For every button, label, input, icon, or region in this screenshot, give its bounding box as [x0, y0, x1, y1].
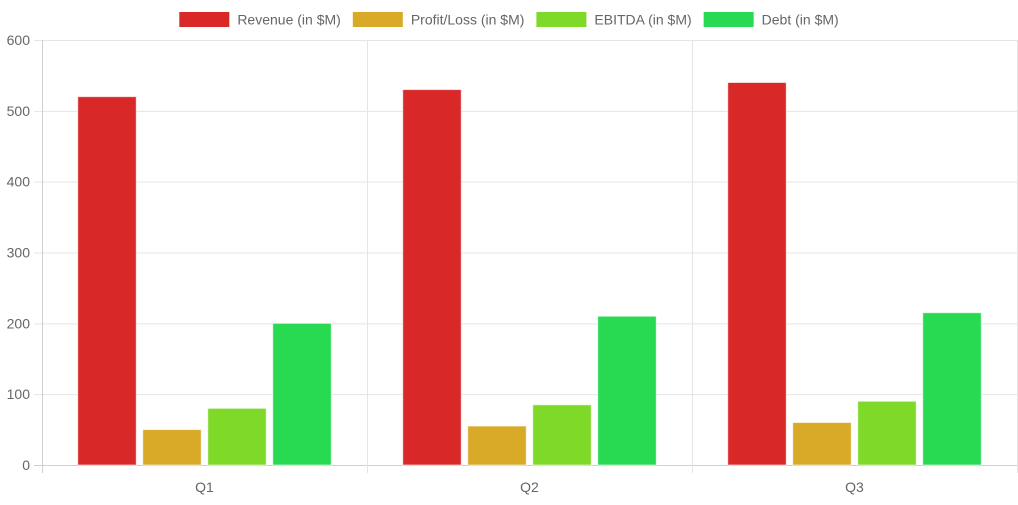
bar[interactable]: [143, 430, 202, 465]
bar[interactable]: [533, 405, 592, 465]
x-tick-label: Q2: [520, 479, 539, 495]
bar[interactable]: [273, 323, 332, 465]
y-tick-label: 300: [7, 245, 31, 261]
legend-label: Revenue (in $M): [237, 12, 341, 28]
bar[interactable]: [208, 408, 267, 465]
legend-swatch: [353, 12, 403, 27]
legend-item[interactable]: Revenue (in $M): [179, 12, 341, 28]
bar[interactable]: [78, 97, 137, 465]
legend-label: EBITDA (in $M): [594, 12, 691, 28]
legend-item[interactable]: Profit/Loss (in $M): [353, 12, 525, 28]
legend-item[interactable]: Debt (in $M): [704, 12, 839, 28]
bar[interactable]: [858, 401, 917, 465]
legend-swatch: [179, 12, 229, 27]
legend-label: Debt (in $M): [762, 12, 839, 28]
bars: [78, 83, 982, 466]
bar[interactable]: [598, 316, 657, 465]
x-tick-label: Q3: [845, 479, 864, 495]
legend-item[interactable]: EBITDA (in $M): [536, 12, 691, 28]
y-tick-label: 500: [7, 103, 31, 119]
legend-swatch: [536, 12, 586, 27]
y-tick-label: 600: [7, 32, 31, 48]
legend-swatch: [704, 12, 754, 27]
bar[interactable]: [923, 313, 982, 465]
x-tick-label: Q1: [195, 479, 214, 495]
y-tick-label: 100: [7, 386, 31, 402]
bar[interactable]: [793, 423, 852, 466]
bar[interactable]: [403, 90, 462, 465]
legend: Revenue (in $M) Profit/Loss (in $M) EBITDA…: [179, 12, 838, 28]
bar[interactable]: [468, 426, 527, 465]
y-tick-label: 0: [22, 457, 30, 473]
y-tick-label: 400: [7, 174, 31, 190]
y-tick-label: 200: [7, 315, 31, 331]
bar[interactable]: [728, 83, 787, 466]
legend-label: Profit/Loss (in $M): [411, 12, 525, 28]
